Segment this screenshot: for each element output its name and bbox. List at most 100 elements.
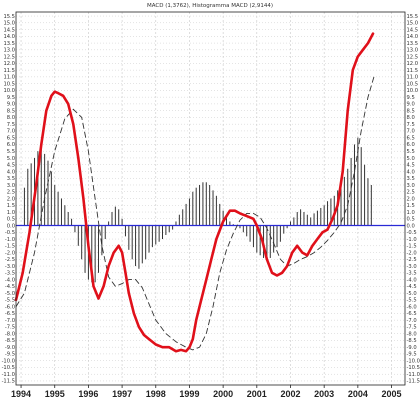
y-tick-label-right: 14.0 [407,34,419,40]
histogram-bars [23,137,372,283]
y-tick-label-left: -3.0 [5,264,15,270]
y-tick-label-right: 7.0 [407,129,415,135]
y-tick-label-left: 7.0 [7,129,15,135]
y-tick-label-right: 5.0 [407,156,415,162]
x-tick-label: 2005 [382,389,402,399]
y-tick-label-left: 3.5 [7,176,15,182]
y-tick-label-right: -5.0 [407,291,417,297]
y-tick-label-right: 3.5 [407,176,415,182]
y-tick-label-right: 1.0 [407,210,415,216]
y-tick-label-left: 15.5 [3,14,15,20]
y-tick-label-right: 7.5 [407,122,415,128]
y-tick-label-left: 2.5 [7,190,15,196]
y-tick-label-right: -9.0 [407,345,417,351]
chart-title: MACD (1,3762), Histogramma MACD (2,9144) [147,3,273,9]
y-tick-label-right: 10.5 [407,81,419,87]
y-tick-label-left: -8.0 [5,331,15,337]
y-tick-label-right: 6.5 [407,135,415,141]
x-tick-label: 1996 [78,389,98,399]
y-tick-label-right: -8.0 [407,331,417,337]
y-tick-label-right: 1.5 [407,203,415,209]
y-tick-label-left: 14.0 [3,34,15,40]
y-tick-label-right: 14.5 [407,27,419,33]
y-tick-label-right: 2.0 [407,196,415,202]
y-tick-label-right: 8.0 [407,115,415,121]
y-tick-label-right: -2.0 [407,250,417,256]
x-tick-label: 1998 [146,389,166,399]
y-tick-label-left: 11.5 [3,68,15,74]
y-tick-label-left: 10.5 [3,81,15,87]
y-tick-label-right: 9.0 [407,102,415,108]
y-tick-label-left: -7.5 [5,325,15,331]
y-tick-label-left: 14.5 [3,27,15,33]
x-tick-label: 2000 [213,389,233,399]
y-tick-label-left: 9.0 [7,102,15,108]
x-axis-tick-labels: 1994 1995 1996 1997 1998 1999 2000 2001 2002 2003… [11,389,402,399]
y-tick-label-right: -1.0 [407,237,417,243]
y-tick-label-left: 0.0 [7,223,15,229]
series-lines [14,32,376,353]
y-tick-label-right: -3.5 [407,271,417,277]
y-tick-label-left: 8.5 [7,108,15,114]
y-tick-label-right: -1.5 [407,244,417,250]
y-tick-label-right: 0.5 [407,217,415,223]
y-tick-label-left: 7.5 [7,122,15,128]
y-tick-label-left: -11.5 [2,379,15,385]
series-line-signal-dashed [15,74,376,351]
y-tick-label-right: -9.5 [407,352,417,358]
y-tick-label-right: -11.0 [407,372,420,378]
y-tick-label-right: 4.5 [407,163,415,169]
y-tick-label-left: 13.0 [3,48,15,54]
y-tick-label-left: -8.5 [5,338,15,344]
y-tick-label-left: -2.0 [5,250,15,256]
y-tick-label-left: 2.0 [7,196,15,202]
y-tick-label-left: 11.0 [3,75,15,81]
y-axis-tick-labels: 15.5 15.515.0 15.014.5 14.514.0 14.013.5 13.5… [2,14,420,385]
y-tick-label-left: -11.0 [2,372,15,378]
y-tick-label-right: -8.5 [407,338,417,344]
y-tick-label-right: -10.0 [407,358,420,364]
x-tick-label: 2001 [247,389,267,399]
y-tick-label-right: 4.0 [407,169,415,175]
plot-frame [15,11,406,386]
y-tick-label-right: 2.5 [407,190,415,196]
y-tick-label-left: -4.0 [5,277,15,283]
y-tick-label-right: 12.5 [407,54,419,60]
y-tick-label-left: -4.5 [5,284,15,290]
y-tick-label-left: 8.0 [7,115,15,121]
y-tick-label-right: -2.5 [407,257,417,263]
y-tick-label-left: 1.0 [7,210,15,216]
y-tick-label-right: 8.5 [407,108,415,114]
chart-grid [16,12,405,388]
y-tick-label-right: -5.5 [407,298,417,304]
y-tick-label-left: -9.5 [5,352,15,358]
y-tick-label-right: -11.5 [407,379,420,385]
y-tick-label-right: 13.5 [407,41,419,47]
y-tick-label-right: 11.5 [407,68,419,74]
y-tick-label-left: 13.5 [3,41,15,47]
y-tick-label-right: 5.5 [407,149,415,155]
x-tick-label: 1995 [45,389,65,399]
y-tick-label-left: 5.0 [7,156,15,162]
y-tick-label-left: 6.0 [7,142,15,148]
y-tick-label-left: -5.0 [5,291,15,297]
y-tick-label-right: -0.5 [407,230,417,236]
x-tick-label: 2003 [314,389,334,399]
y-tick-label-left: -6.5 [5,311,15,317]
y-tick-label-right: 10.0 [407,88,419,94]
y-tick-label-right: -4.0 [407,277,417,283]
y-tick-label-right: -7.0 [407,318,417,324]
y-tick-label-right: 11.0 [407,75,419,81]
y-tick-label-right: 15.0 [407,21,419,27]
y-tick-label-left: 4.0 [7,169,15,175]
y-tick-label-left: 12.0 [3,61,15,67]
y-tick-label-left: 5.5 [7,149,15,155]
y-tick-label-left: 3.0 [7,183,15,189]
y-tick-label-left: 12.5 [3,54,15,60]
y-tick-label-right: 15.5 [407,14,419,20]
y-tick-label-right: 0.0 [407,223,415,229]
y-tick-label-left: -1.0 [5,237,15,243]
y-tick-label-right: -10.5 [407,365,420,371]
y-tick-label-left: 0.5 [7,217,15,223]
